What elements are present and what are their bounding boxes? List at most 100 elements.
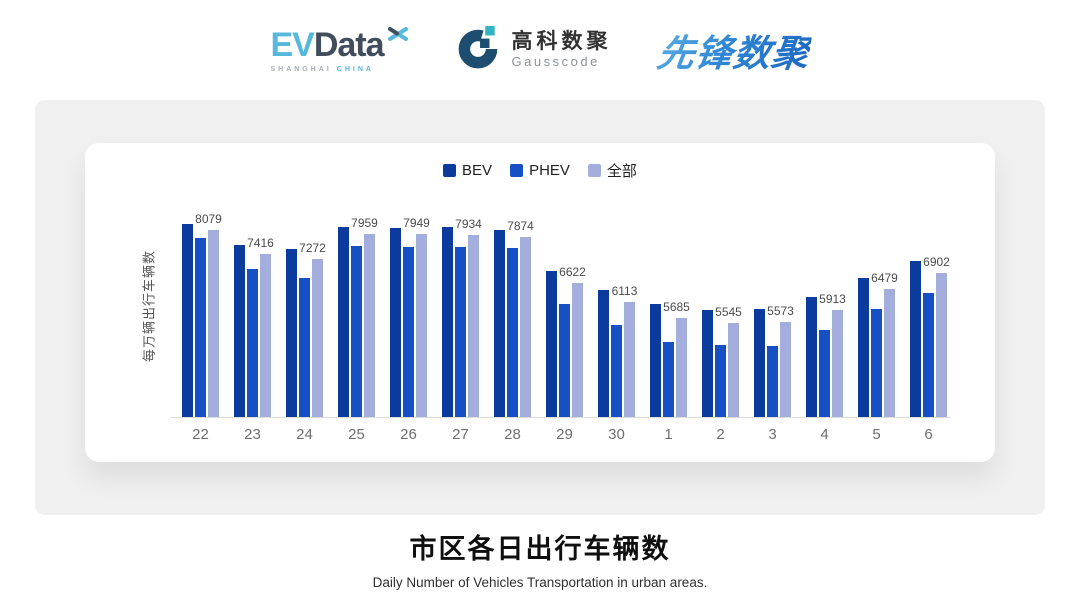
bar-PHEV-24[interactable]	[299, 278, 310, 417]
bar-BEV-22[interactable]	[182, 224, 193, 417]
bar-BEV-6[interactable]	[910, 261, 921, 417]
bar-全部-27[interactable]	[468, 235, 479, 417]
bar-value-label-23: 7416	[247, 236, 274, 250]
x-tick-6: 6	[924, 426, 933, 443]
bar-BEV-27[interactable]	[442, 227, 453, 417]
legend-swatch	[587, 164, 601, 177]
bar-value-label-28: 7874	[507, 219, 534, 233]
gausscode-en-text: Gausscode	[511, 53, 600, 69]
evdata-subtext: SHANGHAI CHINA	[270, 66, 409, 73]
bar-value-label-5: 6479	[871, 271, 898, 285]
bar-BEV-5[interactable]	[858, 278, 869, 417]
gausscode-g-icon	[456, 25, 502, 76]
bar-全部-4[interactable]	[832, 310, 843, 417]
bar-BEV-29[interactable]	[546, 271, 557, 417]
bar-全部-26[interactable]	[416, 234, 427, 417]
evdata-sub-shanghai: SHANGHAI	[270, 65, 332, 73]
bar-全部-30[interactable]	[624, 302, 635, 417]
bar-BEV-23[interactable]	[234, 245, 245, 417]
bar-PHEV-2[interactable]	[715, 345, 726, 417]
x-tick-24: 24	[296, 426, 313, 443]
bar-value-label-30: 6113	[611, 284, 638, 298]
bar-全部-2[interactable]	[728, 323, 739, 417]
bar-value-label-1: 5685	[663, 300, 690, 314]
plot-area: 8079 22 7416 23 7272 24 7959 2 5 7949 26 7934 27 7874…	[170, 193, 950, 443]
bar-BEV-25[interactable]	[338, 227, 349, 417]
bar-BEV-30[interactable]	[598, 290, 609, 417]
sparkle-x-icon	[386, 22, 410, 50]
chart-panel: BEV PHEV 全部 每万辆出行车辆数 8079 22 7416 23 7272 24 795…	[35, 100, 1045, 515]
bar-全部-22[interactable]	[208, 230, 219, 417]
legend-item-PHEV[interactable]: PHEV	[510, 162, 570, 179]
x-tick-2: 2	[716, 426, 725, 443]
legend-swatch	[443, 164, 457, 177]
x-axis-line	[170, 417, 950, 418]
bar-PHEV-27[interactable]	[455, 247, 466, 417]
gausscode-text: 高科数聚 Gausscode	[512, 30, 612, 69]
bar-全部-25[interactable]	[364, 234, 375, 417]
bar-value-label-24: 7272	[299, 241, 326, 255]
chart-subtitle: Daily Number of Vehicles Transportation …	[372, 575, 708, 590]
x-tick-28: 28	[504, 426, 521, 443]
bar-PHEV-5[interactable]	[871, 309, 882, 417]
gausscode-cn-text: 高科数聚	[511, 30, 612, 54]
bar-PHEV-25[interactable]	[351, 246, 362, 417]
bar-value-label-27: 7934	[455, 217, 482, 231]
x-tick-23: 23	[244, 426, 261, 443]
bar-value-label-26: 7949	[403, 216, 430, 230]
bar-全部-5[interactable]	[884, 289, 895, 417]
x-tick-27: 27	[452, 426, 469, 443]
bar-PHEV-26[interactable]	[403, 247, 414, 417]
y-axis-label: 每万辆出行车辆数	[141, 249, 157, 363]
evdata-logo: EV Data SHANGHAI CHINA	[270, 25, 409, 73]
chart-legend: BEV PHEV 全部	[85, 143, 995, 181]
x-tick-29: 29	[556, 426, 573, 443]
bar-全部-3[interactable]	[780, 322, 791, 417]
bar-PHEV-6[interactable]	[923, 293, 934, 417]
bar-全部-29[interactable]	[572, 283, 583, 417]
bar-BEV-28[interactable]	[494, 230, 505, 417]
bar-BEV-24[interactable]	[286, 249, 297, 417]
bar-PHEV-22[interactable]	[195, 238, 206, 417]
bar-value-label-3: 5573	[767, 304, 794, 318]
evdata-data-text: Data	[313, 25, 385, 64]
chart-title-block: 市区各日出行车辆数 Daily Number of Vehicles Trans…	[0, 527, 1080, 590]
bar-全部-1[interactable]	[676, 318, 687, 417]
bar-BEV-4[interactable]	[806, 297, 817, 417]
bar-value-label-4: 5913	[819, 292, 846, 306]
x-tick-5: 5	[872, 426, 881, 443]
evdata-ev-text: EV	[270, 25, 314, 64]
bar-BEV-2[interactable]	[702, 310, 713, 417]
legend-item-全部[interactable]: 全部	[587, 160, 637, 181]
bar-PHEV-3[interactable]	[767, 346, 778, 417]
bar-PHEV-28[interactable]	[507, 248, 518, 417]
bar-PHEV-30[interactable]	[611, 325, 622, 417]
legend-label: PHEV	[529, 162, 570, 179]
x-tick-4: 4	[820, 426, 829, 443]
legend-swatch	[510, 164, 524, 177]
x-tick-26: 26	[400, 426, 417, 443]
evdata-wordmark: EV Data	[270, 25, 409, 64]
chart-title: 市区各日出行车辆数	[409, 534, 671, 564]
bar-value-label-25: 7959	[351, 216, 378, 230]
bar-PHEV-4[interactable]	[819, 330, 830, 417]
bar-全部-23[interactable]	[260, 254, 271, 417]
pioneer-logo: 先锋数聚	[654, 23, 814, 77]
bar-全部-28[interactable]	[520, 237, 531, 417]
legend-label: 全部	[606, 163, 637, 180]
bar-BEV-1[interactable]	[650, 304, 661, 417]
x-tick-1: 1	[664, 426, 673, 443]
bar-value-label-29: 6622	[559, 265, 586, 279]
bar-全部-24[interactable]	[312, 259, 323, 417]
bar-value-label-6: 6902	[923, 255, 950, 269]
bar-PHEV-23[interactable]	[247, 269, 258, 417]
bar-PHEV-29[interactable]	[559, 304, 570, 417]
bar-BEV-26[interactable]	[390, 228, 401, 417]
bar-全部-6[interactable]	[936, 273, 947, 417]
chart-card: BEV PHEV 全部 每万辆出行车辆数 8079 22 7416 23 7272 24 795…	[85, 143, 995, 462]
x-tick-22: 22	[192, 426, 209, 443]
bar-value-label-22: 8079	[195, 212, 222, 226]
bar-PHEV-1[interactable]	[663, 342, 674, 417]
bar-BEV-3[interactable]	[754, 309, 765, 417]
legend-item-BEV[interactable]: BEV	[443, 162, 492, 179]
